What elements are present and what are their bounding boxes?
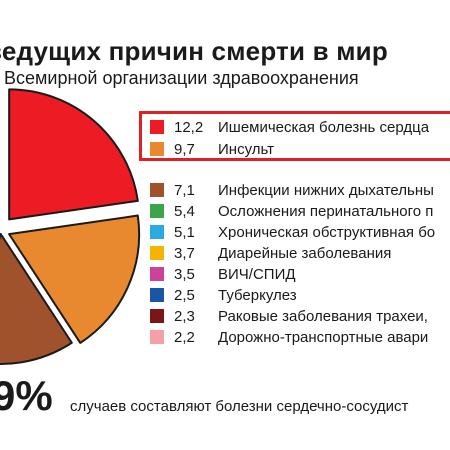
legend-item: 5,4 Осложнения перинатального п [150,201,433,221]
legend-label: ВИЧ/СПИД [218,265,296,283]
legend-swatch [150,267,164,281]
pie-slice [8,214,141,344]
legend-value: 9,7 [174,140,195,158]
pie-slice [0,232,73,365]
chart-subtitle: Всемирной организации здравоохранения [4,68,359,88]
legend-value: 5,4 [174,202,195,220]
legend-swatch [150,204,164,218]
legend-value: 2,3 [174,307,195,325]
legend-label: Осложнения перинатального п [218,202,434,220]
legend-label: Раковые заболевания трахеи, [218,307,428,325]
legend-swatch [150,309,164,323]
legend-item: 2,3 Раковые заболевания трахеи, [150,306,428,326]
legend-item: 9,7 Инсульт [150,139,274,159]
legend-value: 3,5 [174,265,195,283]
legend-label: Дорожно-транспортные авари [218,328,429,346]
legend-item: 2,5 Туберкулез [150,285,297,305]
legend-swatch [150,246,164,260]
big-percentage: 9% [0,372,53,419]
legend-item: 2,2 Дорожно-транспортные авари [150,327,428,347]
legend-label: Ишемическая болезнь сердца [218,118,430,136]
legend-swatch [150,288,164,302]
legend-label: Инфекции нижних дыхательны [218,181,434,199]
legend-value: 2,5 [174,286,195,304]
legend-swatch [150,330,164,344]
highlight-box [139,111,450,161]
legend-item: 3,7 Диарейные заболевания [150,243,391,263]
legend-label: Инсульт [218,140,275,158]
legend-item: 12,2 Ишемическая болезнь сердца [150,117,429,137]
chart-title: ведущих причин смерти в мир [0,36,388,66]
legend-swatch [150,183,164,197]
legend-swatch [150,142,164,156]
pie-slice [8,88,139,221]
footnote: случаев составляют болезни сердечно-сосу… [70,398,409,415]
legend-value: 3,7 [174,244,195,262]
legend-value: 7,1 [174,181,195,199]
legend-value: 2,2 [174,328,195,346]
legend-label: Диарейные заболевания [218,244,392,262]
legend-item: 3,5 ВИЧ/СПИД [150,264,296,284]
legend-item: 5,1 Хроническая обструктивная бо [150,222,435,242]
legend-value: 5,1 [174,223,195,241]
legend-item: 7,1 Инфекции нижних дыхательны [150,180,434,200]
legend-label: Туберкулез [218,286,297,304]
legend-swatch [150,120,164,134]
legend-label: Хроническая обструктивная бо [218,223,436,241]
legend-value: 12,2 [174,118,204,136]
legend-swatch [150,225,164,239]
